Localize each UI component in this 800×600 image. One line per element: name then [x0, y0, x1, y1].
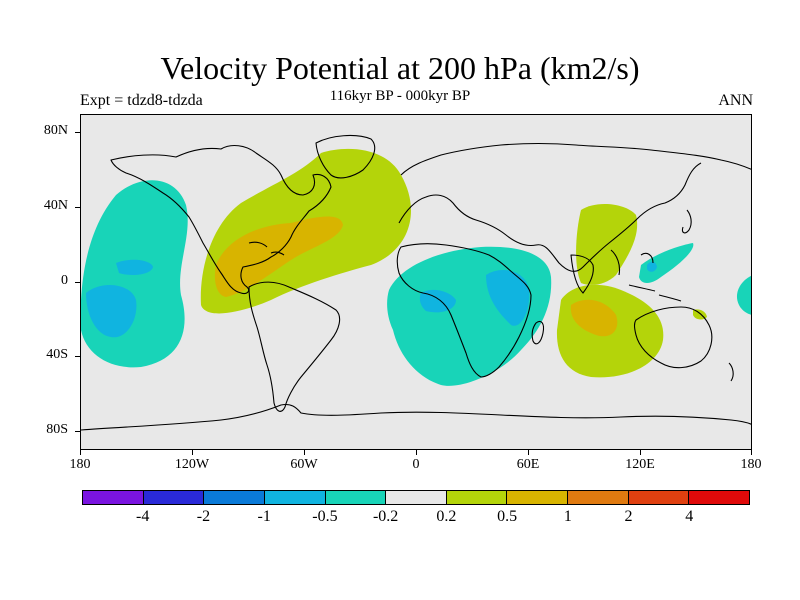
lon-tick-180e: [751, 450, 752, 455]
color-bar-segment: [83, 491, 144, 504]
lat-label-40s: 40S: [46, 347, 68, 362]
color-bar-label: -4: [136, 508, 150, 525]
color-bar-segment: [568, 491, 629, 504]
color-bar-label: -2: [196, 508, 211, 525]
contour-region-indian-positive-core: [570, 299, 618, 337]
color-bar-label: 0.5: [497, 508, 518, 525]
color-bar-segment: [507, 491, 569, 504]
coastline-antarctica: [81, 403, 751, 431]
map-panel: [80, 114, 752, 450]
lon-label-0: 0: [412, 457, 420, 472]
coastline-eurasia: [398, 142, 751, 272]
coastline-africa: [396, 243, 532, 378]
contour-fills: [81, 148, 751, 386]
coastline-madagascar: [531, 320, 545, 345]
map-title: Velocity Potential at 200 hPa (km2/s): [160, 50, 640, 86]
coastline-japan: [681, 209, 692, 234]
color-bar-segment: [689, 491, 750, 504]
lon-label-180w: 180: [69, 457, 91, 472]
lon-label-60w: 60W: [290, 457, 318, 472]
coastline-australia: [633, 306, 713, 369]
lat-label-80n: 80N: [43, 123, 68, 138]
lat-label-80s: 80S: [46, 422, 68, 437]
lat-label-40n: 40N: [43, 198, 68, 213]
lat-label-0: 0: [61, 273, 68, 288]
contour-region-pacific-negative-core: [86, 284, 137, 338]
coastline-new-zealand: [728, 362, 734, 382]
color-bar: [82, 490, 750, 505]
color-bar-label: -1: [257, 508, 271, 525]
contour-region-westpacific-negative-core: [647, 261, 657, 272]
contour-region-east-edge-negative: [736, 276, 751, 315]
color-bar-segment: [204, 491, 265, 504]
color-bar-label: 2: [624, 508, 633, 525]
color-bar-segment: [628, 491, 690, 504]
coastline-greenland: [315, 134, 376, 179]
color-bar-label: 4: [685, 508, 694, 525]
coastline-caribbean: [248, 241, 285, 256]
coastline-north-america: [110, 144, 332, 295]
lon-label-180e: 180: [740, 457, 762, 472]
lat-tick-80n: [75, 132, 80, 133]
color-bar-segment: [386, 491, 447, 504]
lon-tick-120e: [640, 450, 641, 455]
season-label: ANN: [718, 92, 753, 109]
color-bar-segment: [325, 491, 387, 504]
map-canvas: [81, 134, 751, 431]
lon-tick-60e: [528, 450, 529, 455]
lat-tick-0: [75, 282, 80, 283]
lat-tick-80s: [75, 431, 80, 432]
lon-tick-0: [416, 450, 417, 455]
contour-region-africa-negative-core-2: [486, 270, 530, 326]
color-bar-segment: [264, 491, 326, 504]
contour-region-africa-negative: [387, 246, 552, 386]
map-subtitle: 116kyr BP - 000kyr BP: [329, 88, 471, 104]
lon-label-120e: 120E: [625, 457, 655, 472]
coastline-india: [570, 254, 594, 294]
lat-tick-40s: [75, 356, 80, 357]
color-bar-segment: [143, 491, 205, 504]
coastline-se-asia: [610, 249, 682, 302]
coastline-south-america: [248, 281, 341, 412]
lon-label-60e: 60E: [516, 457, 540, 472]
color-bar-label: 0.2: [436, 508, 457, 525]
contour-region-westpacific-negative: [639, 243, 694, 283]
lon-tick-60w: [304, 450, 305, 455]
lon-tick-180w: [80, 450, 81, 455]
color-bar-label: -0.5: [312, 508, 338, 525]
contour-region-pacific-negative-core-2: [116, 259, 153, 275]
color-bar-label: 1: [563, 508, 572, 525]
contour-region-atlantic-positive-core: [214, 216, 343, 297]
experiment-label: Expt = tdzd8-tdzda: [80, 92, 203, 109]
coastlines: [81, 134, 751, 431]
color-bar-label: -0.2: [372, 508, 399, 525]
lon-label-120w: 120W: [174, 457, 210, 472]
lat-tick-40n: [75, 207, 80, 208]
lon-tick-120w: [192, 450, 193, 455]
color-bar-segment: [446, 491, 508, 504]
